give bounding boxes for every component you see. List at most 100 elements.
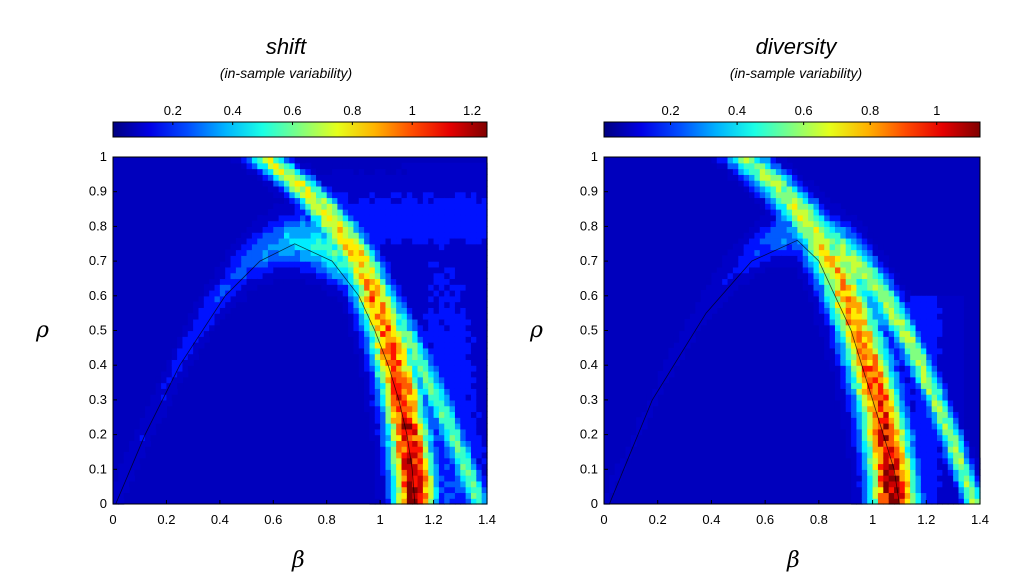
heatmap-cell [438, 446, 445, 453]
heatmap-cell [406, 266, 413, 274]
heatmap-cell [856, 290, 863, 297]
heatmap-cell [444, 307, 451, 314]
heatmap-cell [749, 232, 755, 239]
heatmap-cell [636, 417, 643, 424]
heatmap-cell [910, 405, 917, 413]
heatmap-cell [289, 278, 296, 285]
heatmap-cell [134, 457, 141, 465]
heatmap-cell [620, 463, 627, 470]
heatmap-cell [257, 261, 264, 268]
heatmap-cell [824, 290, 831, 297]
heatmap-cell [888, 446, 895, 453]
heatmap-cell [749, 191, 755, 199]
heatmap-cell [834, 232, 841, 239]
heatmap-cell [396, 174, 403, 181]
heatmap-cell [883, 423, 890, 430]
heatmap-cell [257, 157, 264, 164]
heatmap-cell [246, 243, 253, 251]
heatmap-cell [358, 243, 365, 251]
heatmap-cell [454, 342, 461, 349]
heatmap-cell [813, 197, 820, 204]
heatmap-cell [129, 434, 135, 441]
heatmap-cell [262, 162, 269, 170]
heatmap-cell [267, 249, 274, 256]
heatmap-cell [385, 168, 392, 175]
heatmap-cell [406, 388, 413, 395]
heatmap-cell [706, 301, 713, 308]
heatmap-cell [877, 342, 884, 349]
heatmap-cell [321, 214, 328, 222]
heatmap-cell [470, 278, 477, 285]
heatmap-cell [963, 486, 970, 494]
heatmap-cell [353, 168, 360, 175]
heatmap-cell [942, 394, 949, 401]
heatmap-cell [300, 237, 306, 245]
heatmap-cell [385, 261, 392, 268]
heatmap-cell [958, 313, 965, 320]
heatmap-cell [947, 324, 954, 332]
heatmap-cell [770, 209, 777, 216]
heatmap-cell [743, 278, 750, 285]
heatmap-cell [818, 290, 825, 297]
heatmap-cell [942, 353, 949, 361]
heatmap-cell [894, 313, 901, 320]
heatmap-cell [856, 295, 863, 303]
heatmap-cell [937, 394, 943, 401]
heatmap-cell [481, 278, 488, 285]
heatmap-cell [845, 209, 852, 216]
heatmap-cell [481, 180, 488, 187]
heatmap-cell [390, 197, 397, 204]
heatmap-cell [337, 162, 344, 170]
heatmap-cell [444, 399, 451, 407]
heatmap-cell [818, 214, 825, 222]
heatmap-cell [364, 394, 371, 401]
heatmap-cell [262, 168, 269, 175]
heatmap-cell [444, 191, 451, 199]
heatmap-cell [824, 301, 831, 308]
heatmap-cell [867, 405, 874, 413]
heatmap-cell [433, 446, 440, 453]
heatmap-cell [706, 157, 713, 164]
heatmap-cell [230, 255, 237, 262]
heatmap-cell [937, 469, 943, 476]
heatmap-cell [449, 347, 456, 355]
heatmap-cell [412, 475, 419, 482]
heatmap-cell [759, 232, 766, 239]
heatmap-cell [385, 278, 392, 285]
heatmap-cell [937, 475, 943, 482]
heatmap-cell [481, 174, 488, 181]
heatmap-cell [840, 249, 847, 256]
heatmap-cell [396, 214, 403, 222]
heatmap-cell [294, 243, 301, 251]
heatmap-cell [289, 168, 296, 175]
heatmap-cell [193, 301, 200, 308]
heatmap-cell [374, 180, 381, 187]
heatmap-cell [171, 353, 178, 361]
heatmap-cell [433, 313, 440, 320]
heatmap-cell [894, 376, 901, 384]
heatmap-cell [422, 457, 429, 465]
heatmap-cell [406, 162, 413, 170]
heatmap-cell [332, 278, 338, 285]
heatmap-cell [840, 220, 847, 227]
heatmap-cell [454, 394, 461, 401]
heatmap-cell [476, 266, 483, 274]
heatmap-cell [727, 157, 734, 164]
heatmap-cell [262, 180, 269, 187]
heatmap-cell [358, 359, 365, 366]
heatmap-cell [406, 278, 413, 285]
heatmap-cell [915, 492, 922, 499]
heatmap-cell [438, 492, 445, 499]
heatmap-cell [428, 255, 435, 262]
heatmap-cell [278, 157, 285, 164]
heatmap-cell [396, 382, 403, 389]
heatmap-cell [894, 399, 901, 407]
heatmap-cell [289, 226, 296, 233]
heatmap-cell [808, 237, 815, 245]
heatmap-cell [738, 266, 745, 274]
heatmap-cell [958, 411, 965, 418]
heatmap-cell [177, 347, 184, 355]
heatmap-cell [385, 209, 392, 216]
heatmap-cell [937, 411, 943, 418]
heatmap-cell [476, 370, 483, 378]
